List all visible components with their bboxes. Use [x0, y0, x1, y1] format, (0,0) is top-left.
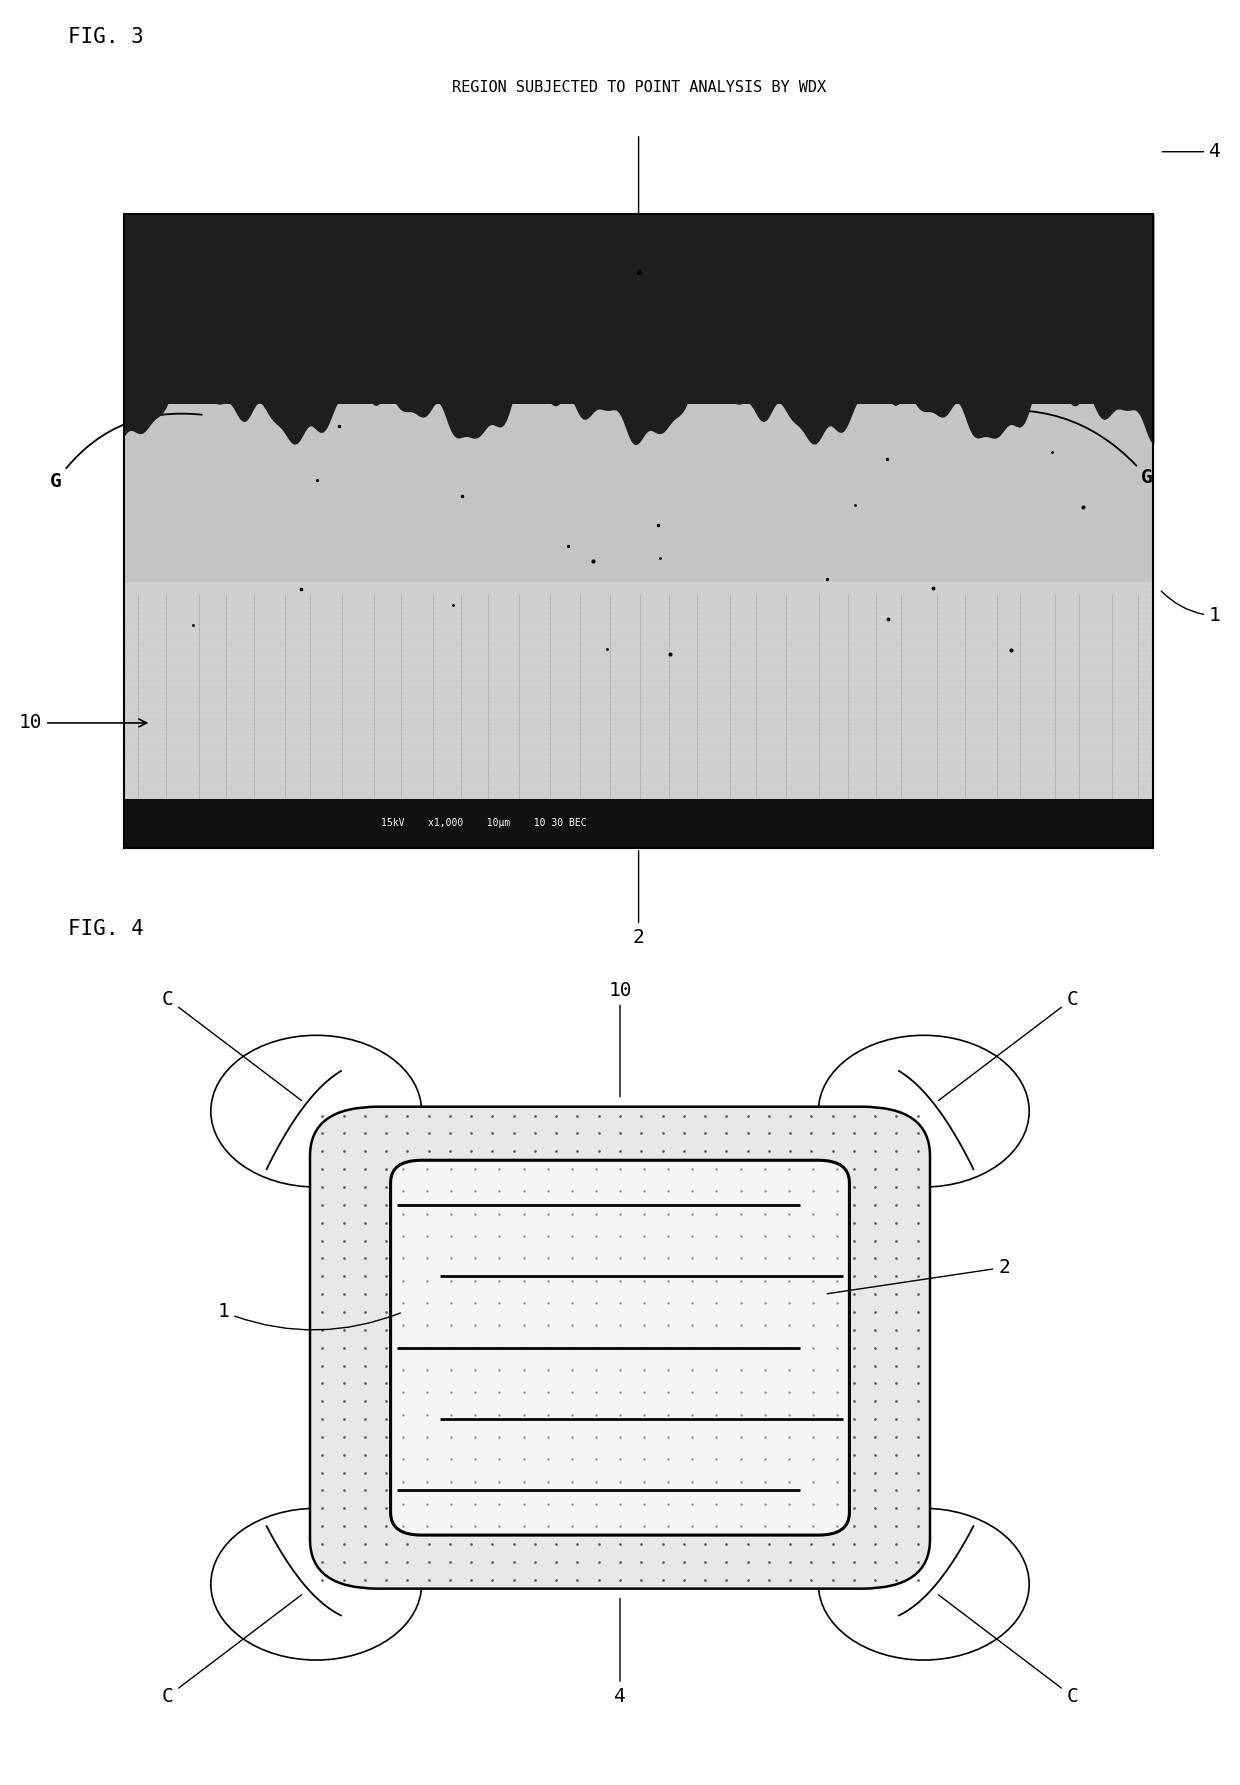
Text: REGION SUBJECTED TO POINT ANALYSIS BY WDX: REGION SUBJECTED TO POINT ANALYSIS BY WD… — [451, 80, 826, 95]
Bar — [124, 214, 1153, 403]
Bar — [124, 403, 1153, 582]
Bar — [124, 214, 1153, 848]
Text: FIG. 4: FIG. 4 — [68, 919, 144, 939]
Text: 4: 4 — [614, 1599, 626, 1706]
Text: 10: 10 — [609, 980, 631, 1096]
Text: 4: 4 — [1162, 143, 1220, 161]
Circle shape — [211, 1035, 422, 1187]
Text: C: C — [162, 989, 301, 1101]
Bar — [124, 582, 1153, 848]
Text: 15kV    x1,000    10μm    10 30 BEC: 15kV x1,000 10μm 10 30 BEC — [382, 818, 587, 828]
Text: 1: 1 — [1162, 591, 1220, 625]
Text: 2: 2 — [632, 851, 645, 948]
FancyBboxPatch shape — [391, 1160, 849, 1535]
Circle shape — [211, 1508, 422, 1660]
Text: G: G — [970, 411, 1153, 487]
Text: C: C — [939, 1594, 1078, 1706]
Bar — [124, 214, 1153, 848]
FancyBboxPatch shape — [310, 1107, 930, 1589]
Circle shape — [818, 1508, 1029, 1660]
Text: C: C — [939, 989, 1078, 1101]
Circle shape — [818, 1035, 1029, 1187]
Text: 10: 10 — [19, 714, 146, 732]
Text: C: C — [162, 1594, 301, 1706]
Text: G: G — [50, 414, 202, 491]
Text: FIG. 3: FIG. 3 — [68, 27, 144, 46]
Bar — [124, 800, 1153, 848]
Text: 2: 2 — [827, 1258, 1009, 1294]
Text: 1: 1 — [218, 1303, 401, 1330]
